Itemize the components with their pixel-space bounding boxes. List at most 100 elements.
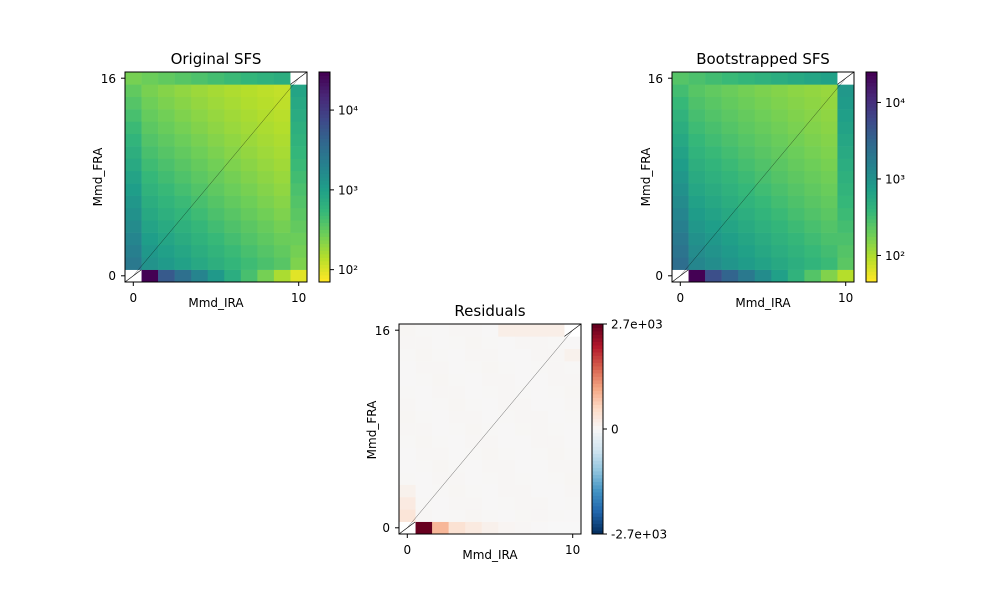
heatmap-cell [191,195,209,209]
colorbar-segment [319,163,330,167]
heatmap-cell [158,195,175,209]
heatmap-cell [257,121,275,135]
heatmap-cell [465,385,483,399]
heatmap-cell [273,244,291,258]
heatmap-cell [125,84,142,97]
x-tick-label: 0 [403,543,411,557]
heatmap-cell [531,422,549,436]
colorbar-segment [592,408,603,412]
colorbar-segment [319,275,330,279]
heatmap-cell [448,361,466,374]
heatmap-cell [158,207,175,221]
colorbar-segment [866,205,877,209]
heatmap-cell [141,121,159,135]
colorbar-segment [319,222,330,227]
heatmap-cell [547,336,565,349]
colorbar-segment [319,170,330,174]
heatmap-cell [738,133,756,147]
heatmap-cell [564,521,582,535]
heatmap-cell [837,84,855,97]
heatmap-cells [398,323,582,535]
heatmap-cell [174,109,192,122]
heatmap-cell [498,435,516,448]
heatmap-cell [754,121,772,135]
heatmap-cell [240,220,258,233]
heatmap-cell [672,170,689,184]
heatmap-cell [672,121,689,135]
colorbar-segment [866,124,877,129]
heatmap-cell [514,459,532,473]
heatmap-cell [738,109,756,122]
heatmap-cell [174,195,192,209]
heatmap-cell [224,72,242,85]
heatmap-cell [174,84,192,97]
heatmap-cell [158,72,175,85]
heatmap-cell [125,257,142,270]
heatmap-cell [191,170,209,184]
colorbar-segment [592,478,603,482]
colorbar-segment [592,422,603,426]
colorbar-segment [866,149,877,153]
colorbar-segment [866,208,877,213]
heatmap-cell [721,220,739,233]
heatmap-cell [448,496,466,510]
x-tick-label: 10 [838,291,853,305]
heatmap-cell [481,459,499,473]
heatmap-cell [290,96,308,110]
heatmap-cell [448,447,466,461]
colorbar-tick-label: 10⁴ [885,96,905,110]
heatmap-cell [771,121,789,135]
heatmap-cell [415,521,433,535]
masked-cell-hatch [124,269,142,283]
colorbar-segment [319,135,330,139]
heatmap-cell [290,207,308,221]
colorbar-segment [866,215,877,220]
colorbar-segment [592,390,603,395]
heatmap-cell [158,257,175,270]
colorbar-segment [592,527,603,531]
heatmap-cell [514,410,532,424]
heatmap-cell [432,348,449,362]
heatmap-cell [787,72,805,85]
heatmap-cell [787,269,805,283]
colorbar-segment [319,219,330,223]
heatmap-cell [240,109,258,122]
heatmap-cell [290,232,308,246]
colorbar-segment [319,82,330,87]
heatmap-cell [257,269,275,283]
heatmap-cell [804,96,822,110]
heatmap-cell [531,459,549,473]
heatmap-cell [672,232,689,246]
heatmap-cell [804,244,822,258]
heatmap-cell [738,158,756,172]
heatmap-cell [191,269,209,283]
heatmap-cell [514,348,532,362]
colorbar-segment [319,264,330,269]
heatmap-cell [705,220,722,233]
heatmap-cell [820,244,838,258]
heatmap-cell [531,521,549,535]
colorbar-segment [319,156,330,160]
heatmap-cell [290,133,308,147]
colorbar-segment [866,243,877,248]
heatmap-cell [804,232,822,246]
heatmap-cell [273,220,291,233]
heatmap-cell [514,324,532,337]
colorbar-segment [866,257,877,262]
heatmap-cell [432,373,449,387]
heatmap-cell [688,170,706,184]
heatmap-cell [207,220,225,233]
heatmap-cell [498,447,516,461]
heatmap-cell [547,422,565,436]
heatmap-cell [399,324,416,337]
heatmap-cell [432,385,449,399]
colorbar-segment [592,509,603,514]
heatmap-cell [191,183,209,196]
heatmap-cell [754,220,772,233]
heatmap-cell [191,72,209,85]
heatmap-cell [257,244,275,258]
colorbar-segment [592,425,603,430]
colorbar-segment [866,194,877,199]
colorbar-segment [592,373,603,377]
heatmap-cell [820,207,838,221]
